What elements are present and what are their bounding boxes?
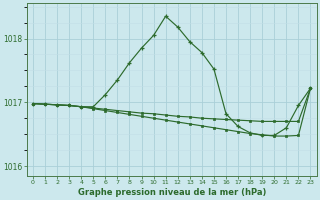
- X-axis label: Graphe pression niveau de la mer (hPa): Graphe pression niveau de la mer (hPa): [77, 188, 266, 197]
